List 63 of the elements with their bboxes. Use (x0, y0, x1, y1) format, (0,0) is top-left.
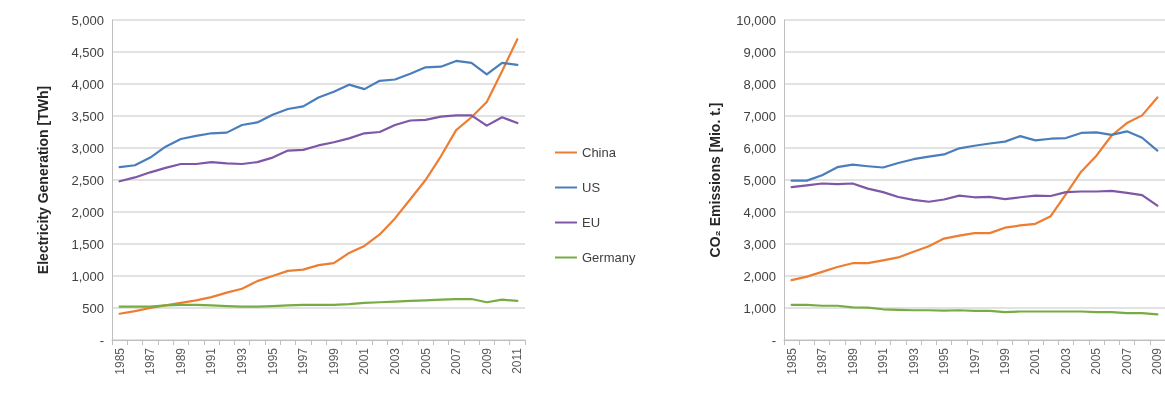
y-tick-label: 3,500 (71, 108, 104, 124)
y-tick-label: 5,000 (71, 12, 104, 28)
legend-label: Germany (582, 250, 636, 265)
y-tick-label: 1,000 (743, 300, 776, 316)
y-tick-label: 1,500 (71, 236, 104, 252)
legend-label: US (582, 180, 601, 195)
x-tick-label: 2001 (357, 347, 372, 375)
x-tick-label: 1987 (143, 347, 158, 375)
x-tick-label: 1985 (784, 347, 799, 375)
y-tick-label: 1,000 (71, 268, 104, 284)
x-tick-label: 1995 (265, 347, 280, 375)
x-tick-label: 1995 (937, 347, 952, 375)
y-tick-label: 4,500 (71, 44, 104, 60)
y-tick-label: 500 (82, 300, 104, 316)
x-tick-label: 1999 (326, 347, 341, 375)
x-tick-label: 2003 (1058, 347, 1073, 375)
y-tick-label: 4,000 (71, 76, 104, 92)
y-tick-label: 2,000 (743, 268, 776, 284)
x-tick-label: 2009 (479, 347, 494, 375)
y-axis-title: CO₂ Emissions [Mio. t.] (707, 102, 723, 258)
legend-label: EU (582, 215, 601, 230)
y-tick-label: 3,000 (71, 140, 104, 156)
x-tick-label: 1993 (906, 347, 921, 375)
y-tick-label: 9,000 (743, 44, 776, 60)
x-tick-label: 2009 (1150, 347, 1165, 375)
line-series (118, 114, 519, 183)
x-tick-label: 1987 (815, 347, 830, 375)
x-tick-label: 2011 (510, 347, 525, 374)
x-tick-label: 2007 (449, 347, 464, 375)
y-tick-label: - (99, 332, 104, 348)
y-tick-label: 6,000 (743, 140, 776, 156)
x-tick-label: 1991 (876, 347, 891, 375)
legend-label: China (582, 145, 617, 160)
line-series (118, 297, 519, 308)
y-tick-label: 5,000 (743, 172, 776, 188)
y-tick-label: 2,000 (71, 204, 104, 220)
line-series (790, 96, 1159, 282)
x-tick-label: 1993 (235, 347, 250, 375)
x-tick-label: 1997 (296, 347, 311, 375)
x-tick-label: 1999 (997, 347, 1012, 375)
x-tick-label: 2005 (418, 347, 433, 375)
y-axis-title: Electricity Generation [TWh] (35, 85, 51, 275)
x-tick-label: 1985 (112, 347, 127, 375)
line-series (790, 303, 1159, 316)
x-tick-label: 1989 (845, 347, 860, 375)
x-tick-label: 1991 (204, 347, 219, 375)
line-series (118, 59, 519, 169)
y-tick-label: - (771, 332, 776, 348)
x-tick-label: 2005 (1089, 347, 1104, 375)
x-tick-label: 2007 (1119, 347, 1134, 375)
line-series (790, 182, 1159, 207)
y-tick-label: 10,000 (736, 12, 776, 28)
y-tick-label: 2,500 (71, 172, 104, 188)
x-tick-label: 1997 (967, 347, 982, 375)
y-tick-label: 3,000 (743, 236, 776, 252)
y-tick-label: 7,000 (743, 108, 776, 124)
line-series (118, 38, 519, 315)
x-tick-label: 2003 (387, 347, 402, 375)
x-tick-label: 1989 (173, 347, 188, 375)
x-tick-label: 2001 (1028, 347, 1043, 375)
y-tick-label: 4,000 (743, 204, 776, 220)
y-tick-label: 8,000 (743, 76, 776, 92)
line-series (790, 130, 1159, 182)
